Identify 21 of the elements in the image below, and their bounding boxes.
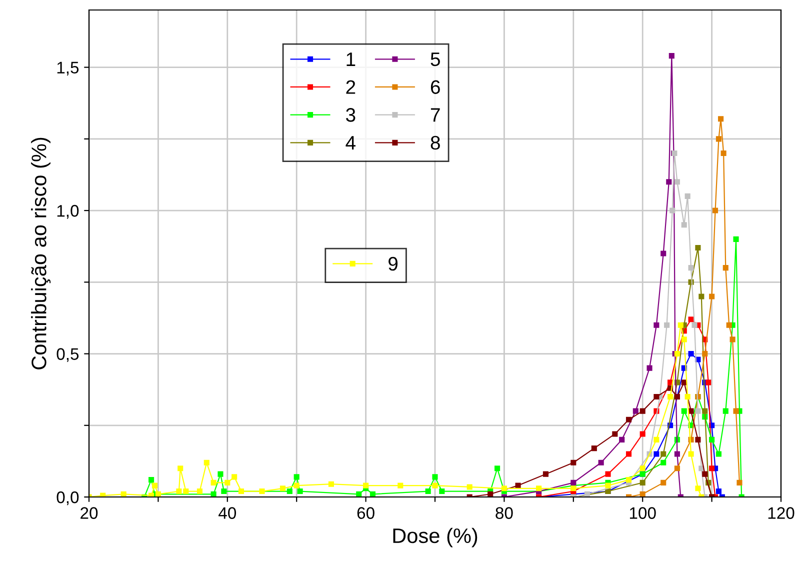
x-tick-label: 80 — [496, 507, 513, 519]
legend-label: 2 — [346, 80, 356, 94]
legend-label: 6 — [430, 80, 440, 94]
legend-label: 5 — [430, 52, 440, 66]
y-tick-label: 0,0 — [56, 491, 79, 506]
legend-label: 3 — [346, 108, 356, 122]
y-tick-label: 1,5 — [57, 62, 79, 76]
legend-label: 8 — [430, 136, 440, 150]
y-tick-label: 1,0 — [57, 204, 79, 219]
y-axis-title: Contribuição ao risco (%) — [31, 138, 51, 370]
x-tick-label: 20 — [80, 507, 98, 519]
x-axis-title: Dose (%) — [393, 528, 478, 548]
x-tick-label: 40 — [218, 507, 236, 519]
legend-label: 1 — [346, 52, 356, 66]
legend-label: 7 — [430, 108, 440, 122]
x-tick-label: 120 — [768, 507, 794, 519]
x-tick-label: 100 — [630, 507, 656, 519]
x-tick-label: 60 — [357, 507, 374, 519]
legend-label: 9 — [388, 256, 398, 271]
legend-label: 4 — [346, 136, 356, 150]
y-tick-label: 0,5 — [56, 348, 79, 362]
